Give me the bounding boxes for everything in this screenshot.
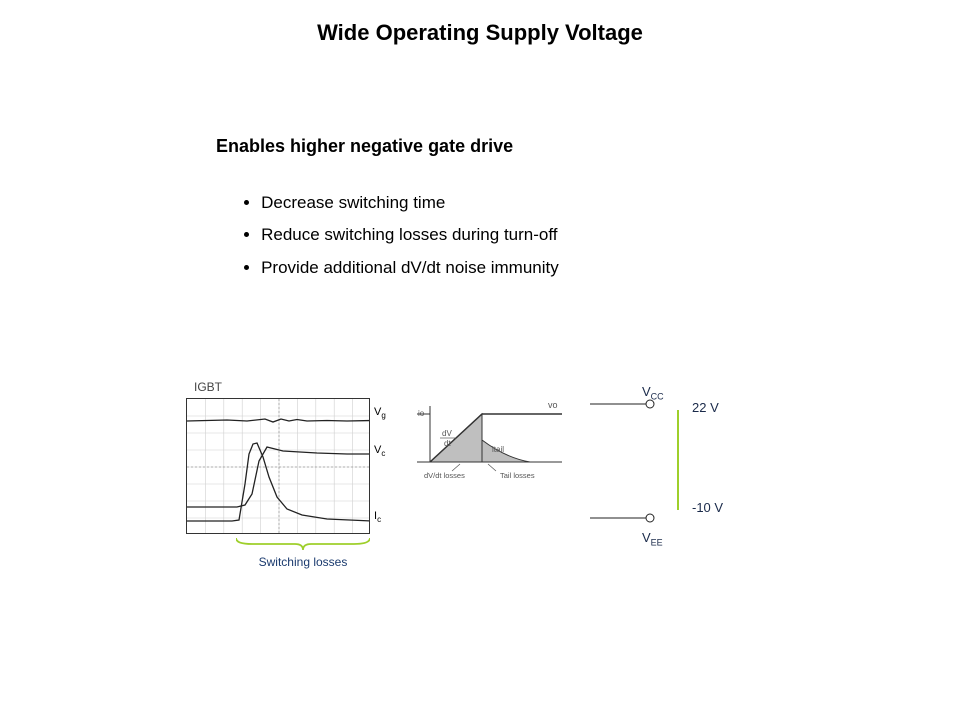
bullet-item: Decrease switching time bbox=[261, 187, 559, 219]
supply-terminals-svg bbox=[590, 380, 760, 560]
subheading: Enables higher negative gate drive bbox=[216, 136, 513, 157]
svg-text:dV/dt losses: dV/dt losses bbox=[424, 471, 465, 480]
label-vcc: VCC bbox=[642, 384, 664, 402]
label-ic: Ic bbox=[374, 510, 381, 524]
figure-losses-sketch: vo io dVdt itail dV/dt losses Tail losses bbox=[412, 396, 562, 486]
losses-sketch-svg: vo io dVdt itail dV/dt losses Tail losses bbox=[412, 396, 562, 486]
bullet-item: Provide additional dV/dt noise immunity bbox=[261, 252, 559, 284]
label-vee: VEE bbox=[642, 530, 663, 548]
svg-text:Tail losses: Tail losses bbox=[500, 471, 535, 480]
value-vcc: 22 V bbox=[692, 400, 719, 415]
value-vee: -10 V bbox=[692, 500, 723, 515]
label-vg: Vg bbox=[374, 406, 386, 420]
svg-text:dt: dt bbox=[444, 439, 451, 448]
brace-icon bbox=[236, 538, 370, 552]
figure-supply-terminals: VCC VEE 22 V -10 V bbox=[590, 380, 760, 560]
switching-losses-brace: Switching losses bbox=[236, 538, 370, 569]
igbt-trace-labels: Vg Vc Ic bbox=[374, 398, 396, 534]
svg-text:dV: dV bbox=[442, 429, 452, 438]
figure-igbt-title: IGBT bbox=[194, 380, 396, 394]
bullet-item: Reduce switching losses during turn-off bbox=[261, 219, 559, 251]
page-title: Wide Operating Supply Voltage bbox=[0, 20, 960, 46]
switching-losses-label: Switching losses bbox=[236, 555, 370, 569]
igbt-scope-svg bbox=[186, 398, 370, 534]
bullet-list: Decrease switching time Reduce switching… bbox=[216, 187, 559, 284]
svg-text:itail: itail bbox=[492, 445, 504, 454]
figure-igbt-scope: IGBT Vg Vc Ic Switching losses bbox=[186, 380, 396, 534]
svg-text:io: io bbox=[418, 409, 425, 418]
label-vc: Vc bbox=[374, 444, 385, 458]
svg-text:vo: vo bbox=[548, 400, 558, 410]
